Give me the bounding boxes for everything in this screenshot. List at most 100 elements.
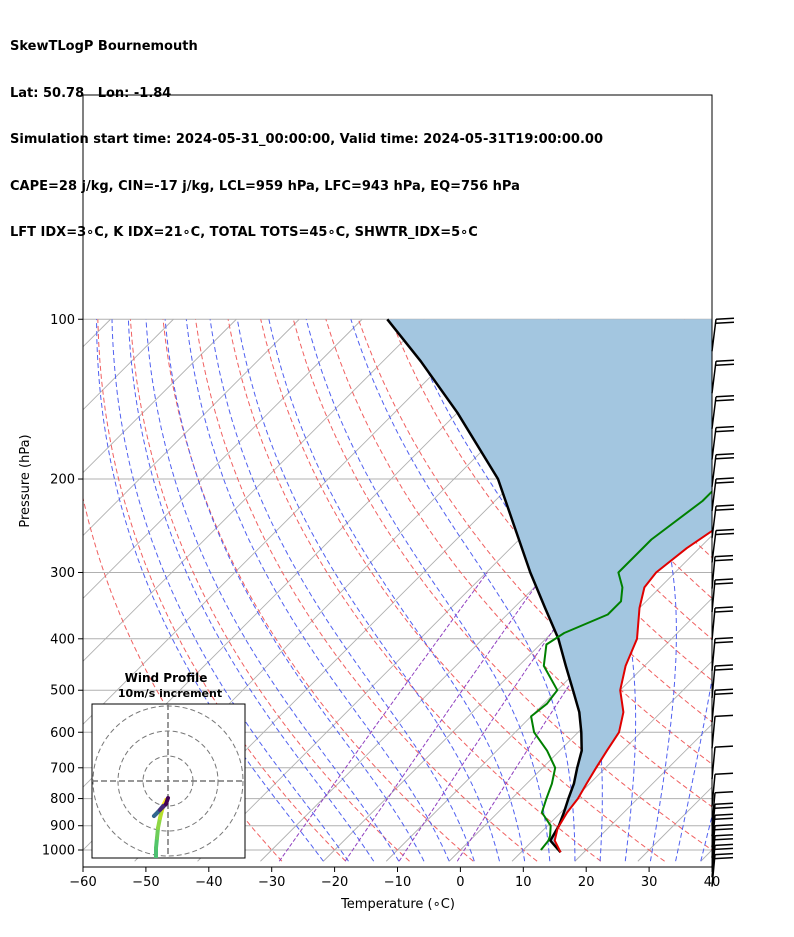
- wind-barb-staff: [711, 607, 716, 641]
- wind-barb-flag: [715, 321, 735, 325]
- dry-adiabat-line: [260, 319, 665, 862]
- moist-adiabat-line: [145, 319, 400, 862]
- y-tick-label: 700: [50, 761, 75, 776]
- dewpoint-profile-line: [530, 490, 712, 851]
- wind-barb-flag: [715, 363, 735, 367]
- wind-barb-flag: [714, 856, 734, 860]
- x-tick-label: −40: [195, 875, 222, 890]
- moist-adiabat-line: [164, 319, 425, 862]
- dry-adiabat-line: [292, 319, 712, 851]
- isotherm-line: [83, 318, 237, 474]
- wind-barb-flag: [714, 641, 734, 644]
- isotherm-line: [260, 409, 712, 862]
- x-tick-label: −10: [384, 875, 411, 890]
- moist-adiabat-line: [236, 319, 500, 862]
- wind-barb-flag: [714, 817, 734, 820]
- wind-barb-staff: [711, 825, 716, 858]
- x-tick-label: 0: [456, 875, 464, 890]
- x-tick-label: 10: [515, 875, 532, 890]
- wind-barb-flag: [714, 610, 734, 613]
- wind-barb-flag: [715, 425, 735, 429]
- parcel-profile-line: [386, 318, 583, 854]
- title-line-times: Simulation start time: 2024-05-31_00:00:…: [10, 132, 603, 147]
- wind-barb-flag: [714, 664, 734, 667]
- wind-barb-flag: [714, 558, 734, 562]
- wind-barb-flag: [715, 359, 735, 363]
- wind-barb-flag: [714, 606, 734, 609]
- wind-barb-flag: [715, 508, 735, 511]
- cape-shaded-area: [387, 319, 712, 853]
- y-axis-label: Pressure (hPa): [18, 434, 33, 527]
- wind-barb-staff: [711, 506, 717, 539]
- wind-barb-staff: [711, 792, 716, 825]
- wind-barb-flag: [715, 317, 735, 321]
- wind-barb-staff: [711, 361, 717, 394]
- wind-barb-flag: [714, 745, 734, 748]
- wind-barb-flag: [714, 554, 734, 558]
- wind-barb-staff: [711, 804, 716, 837]
- wind-barb-flag: [714, 852, 734, 856]
- wind-barb-staff: [711, 690, 716, 723]
- wind-barb-flag: [715, 532, 735, 536]
- dry-adiabat-line: [83, 496, 283, 862]
- moist-adiabat-line: [209, 319, 475, 862]
- wind-barb-staff: [711, 716, 716, 749]
- dry-adiabat-line: [162, 319, 474, 862]
- wind-profile-inset: Wind Profile 10m/s increment: [91, 671, 246, 859]
- y-tick-label: 400: [50, 632, 75, 647]
- wind-barb-flag: [714, 790, 734, 794]
- x-axis-ticks: −60−50−40−30−20−10010203040: [69, 867, 720, 890]
- isotherm-line: [448, 597, 712, 862]
- wind-barb-flag: [714, 837, 734, 841]
- wind-barb-flag: [715, 504, 735, 507]
- wind-barb-flag: [714, 843, 734, 847]
- wind-barb-staff: [711, 845, 716, 878]
- wind-barb-flag: [715, 452, 735, 456]
- mixing-ratio-line: [398, 572, 594, 862]
- moist-adiabat-line: [185, 319, 450, 862]
- isotherm-line: [0, 319, 48, 861]
- wind-barbs: [711, 317, 735, 887]
- wind-barb-staff: [711, 835, 716, 868]
- mixing-ratio-line: [278, 572, 488, 862]
- chart-title-block: SkewTLogP Bournemouth Lat: 50.78 Lon: -1…: [10, 8, 603, 256]
- wind-barb-staff: [711, 579, 716, 613]
- wind-barb-flag: [715, 429, 735, 433]
- wind-barb-flag: [714, 802, 734, 806]
- wind-barb-flag: [714, 714, 734, 718]
- x-tick-label: 20: [578, 875, 595, 890]
- y-tick-label: 100: [50, 313, 75, 328]
- x-tick-label: −50: [132, 875, 159, 890]
- wind-barb-flag: [715, 477, 735, 480]
- moist-adiabat-line: [127, 319, 375, 862]
- title-line-indices: LFT IDX=3∘C, K IDX=21∘C, TOTAL TOTS=45∘C…: [10, 225, 478, 240]
- wind-barb-flag: [714, 688, 734, 691]
- y-tick-label: 600: [50, 726, 75, 741]
- wind-barb-staff: [711, 556, 716, 589]
- wind-barb-flag: [715, 481, 735, 484]
- inset-subtitle: 10m/s increment: [118, 687, 222, 700]
- wind-barb-flag: [714, 692, 734, 695]
- x-tick-label: −20: [321, 875, 348, 890]
- y-tick-label: 800: [50, 792, 75, 807]
- wind-barb-flag: [715, 399, 735, 402]
- isotherm-line: [83, 318, 300, 537]
- wind-barb-flag: [715, 528, 735, 532]
- dry-adiabat-line: [227, 319, 602, 862]
- y-tick-label: 900: [50, 819, 75, 834]
- wind-barb-flag: [714, 637, 734, 640]
- wind-barb-staff: [711, 396, 717, 429]
- wind-barb-staff: [711, 854, 716, 887]
- dry-adiabat-line: [195, 319, 538, 862]
- dry-adiabat-line: [782, 319, 794, 861]
- wind-barb-staff: [711, 665, 716, 699]
- wind-barb-staff: [711, 454, 717, 487]
- inset-rings: [92, 704, 245, 858]
- profile-lines-layer: [386, 318, 712, 854]
- wind-barb-staff: [711, 530, 717, 563]
- wind-barb-staff: [711, 774, 716, 807]
- wind-barb-staff: [711, 478, 717, 512]
- x-axis-label: Temperature (∘C): [340, 897, 455, 912]
- wind-barb-staff: [711, 319, 717, 352]
- dry-adiabat-line: [357, 319, 712, 765]
